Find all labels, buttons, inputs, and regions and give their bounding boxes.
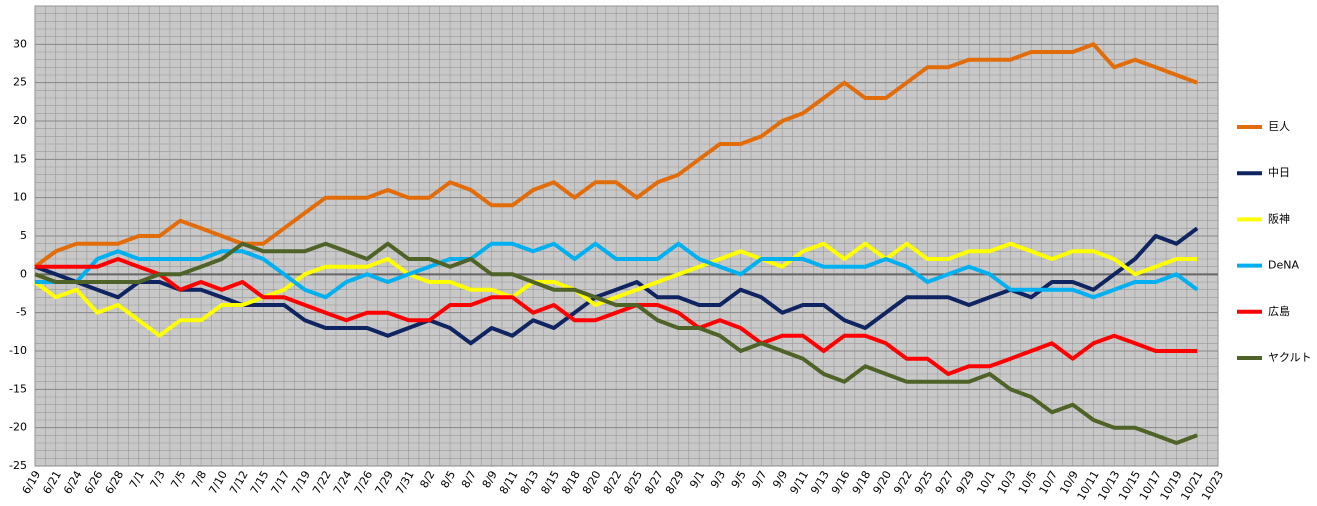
y-tick-label: -10 [9,344,27,357]
x-tick-label: 8/15 [538,469,562,497]
x-tick-label: 9/20 [871,469,895,497]
x-tick-label: 8/25 [621,469,645,497]
x-tick-label: 6/21 [40,469,64,497]
legend-label: 広島 [1268,304,1290,318]
x-tick-label: 8/9 [480,468,500,490]
x-tick-label: 9/22 [891,469,915,497]
y-tick-label: 10 [13,191,27,204]
x-tick-label: 8/22 [601,469,625,497]
x-tick-label: 7/17 [269,469,293,497]
x-tick-label: 7/24 [331,469,355,497]
x-tick-label: 6/24 [61,469,85,497]
x-tick-label: 9/5 [729,468,749,490]
x-tick-label: 8/5 [438,468,458,490]
x-tick-label: 9/18 [850,469,874,497]
series-line [33,42,1198,269]
legend-label: 巨人 [1268,120,1290,133]
legend-label: ヤクルト [1268,351,1312,364]
x-tick-label: 8/11 [497,469,521,497]
x-tick-label: 9/1 [687,469,707,491]
x-tick-label: 8/29 [663,469,687,497]
x-tick-label: 9/13 [808,469,832,497]
x-tick-label: 7/22 [310,469,334,497]
x-tick-label: 8/20 [580,469,604,497]
y-tick-label: 30 [13,37,27,50]
legend-label: 中日 [1268,166,1290,179]
y-tick-label: 5 [20,229,27,242]
y-tick-label: -15 [9,382,27,395]
series-line [35,241,1199,300]
x-tick-label: 7/12 [227,469,251,497]
y-tick-label: 15 [13,152,27,165]
x-tick-label: 10/1 [974,469,998,497]
x-tick-label: 9/29 [954,469,978,497]
y-tick-label: -5 [16,306,27,319]
x-tick-label: 7/31 [393,469,417,497]
series-line [33,241,1198,338]
x-tick-label: 6/26 [82,469,106,497]
x-tick-label: 7/19 [289,469,313,497]
series-line [34,241,1198,445]
x-tick-label: 7/8 [189,468,209,490]
x-tick-label: 10/23 [1199,469,1226,503]
x-tick-label: 7/15 [248,469,272,497]
y-tick-label: 0 [20,267,27,280]
y-tick-label: 25 [13,76,27,89]
y-tick-label: 20 [13,114,27,127]
x-tick-label: 10/3 [995,468,1019,496]
x-tick-label: 8/27 [642,469,666,497]
x-tick-label: 7/3 [148,468,168,490]
x-tick-label: 6/19 [20,469,44,497]
x-tick-label: 9/16 [829,469,853,497]
x-tick-label: 8/2 [417,469,437,491]
series-line [35,257,1198,376]
x-tick-label: 7/1 [127,469,147,491]
x-tick-label: 8/13 [518,469,542,497]
x-tick-label: 7/5 [168,468,188,490]
legend-label: 阪神 [1268,211,1290,225]
x-tick-label: 8/7 [459,468,479,490]
x-tick-label: 7/26 [352,469,376,497]
y-tick-label: -25 [9,459,27,472]
x-tick-label: 6/28 [103,469,127,497]
x-tick-label: 10/5 [1016,469,1040,497]
x-tick-label: 10/7 [1037,469,1061,497]
x-tick-label: 9/27 [933,469,957,497]
y-tick-label: -20 [9,421,27,434]
x-tick-label: 9/3 [708,468,728,490]
x-tick-label: 8/18 [559,469,583,497]
x-tick-label: 7/29 [372,469,396,497]
legend-label: DeNA [1268,259,1299,272]
series-line [34,226,1199,346]
x-tick-label: 9/11 [787,469,811,497]
x-tick-label: 9/9 [770,468,790,490]
x-tick-label: 7/10 [206,469,230,497]
x-tick-label: 9/25 [912,469,936,497]
x-tick-label: 9/7 [749,468,769,490]
